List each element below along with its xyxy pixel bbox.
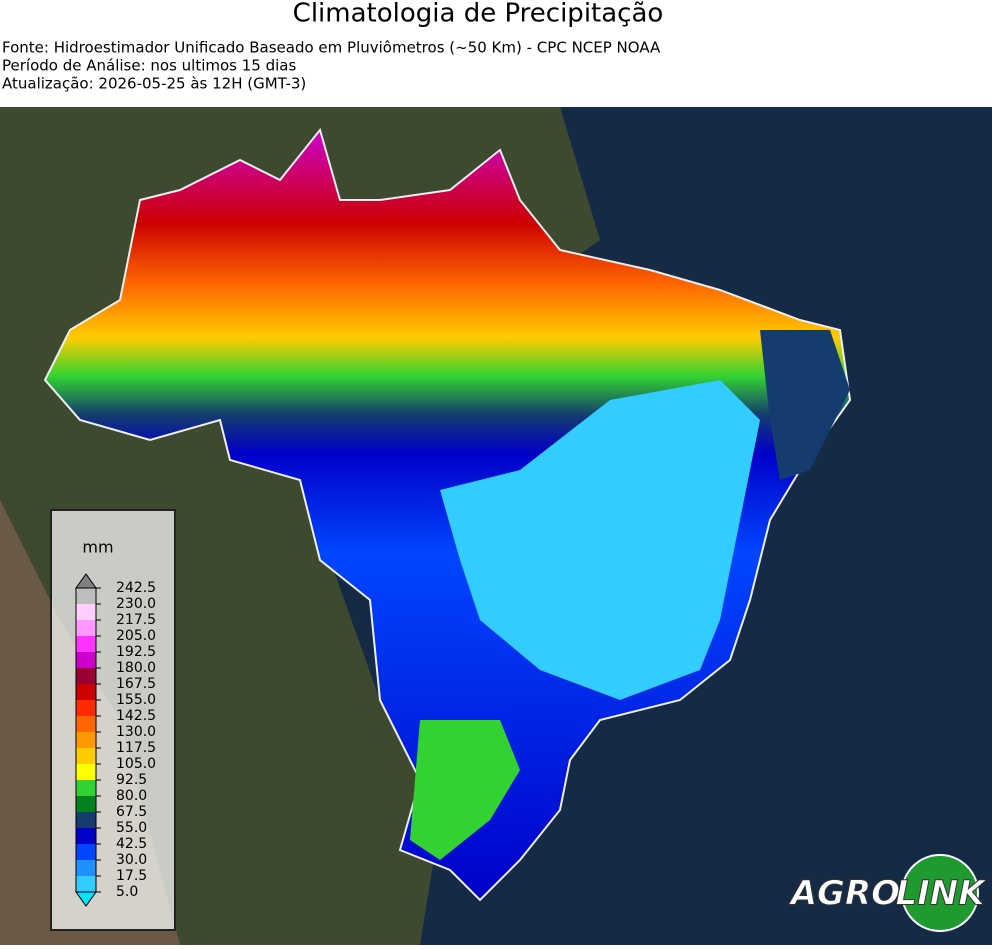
tick-label: 180.0	[116, 660, 156, 676]
tick-label: 167.5	[116, 676, 156, 692]
tick-label: 117.5	[116, 740, 156, 756]
colorbar-segment	[76, 588, 96, 604]
subtitle: Período de Análise: nos ultimos 15 dias	[2, 57, 296, 75]
legend-box	[50, 509, 176, 931]
tick-label: 142.5	[116, 708, 156, 724]
title: Climatologia de Precipitação	[293, 0, 664, 29]
logo-circle	[901, 854, 979, 932]
tick-label: 55.0	[116, 820, 147, 836]
colorbar-segment	[76, 636, 96, 652]
colorbar-segment	[76, 604, 96, 620]
header: Climatologia de Precipitação Fonte: Hidr…	[2, 0, 663, 93]
tick-label: 242.5	[116, 580, 156, 596]
colorbar-segment	[76, 716, 96, 732]
south-green	[410, 720, 520, 860]
colorbar-segment	[76, 876, 96, 892]
tick-label: 30.0	[116, 852, 147, 868]
tick-label: 205.0	[116, 628, 156, 644]
colorbar-segment	[76, 652, 96, 668]
legend-unit: mm	[82, 538, 113, 557]
colorbar-panel: mm	[50, 509, 176, 931]
colorbar-segment	[76, 796, 96, 812]
ne-coast	[760, 330, 850, 480]
subtitle: Atualização: 2026-05-25 às 12H (GMT-3)	[2, 75, 306, 93]
tick-label: 130.0	[116, 724, 156, 740]
colorbar-segment	[76, 764, 96, 780]
colorbar-segment	[76, 748, 96, 764]
colorbar-segment	[76, 668, 96, 684]
tick-label: 5.0	[116, 884, 138, 900]
logo-text: LINK	[895, 874, 987, 914]
tick-label: 192.5	[116, 644, 156, 660]
logo: AGRO LINK	[787, 854, 988, 932]
colorbar-segment	[76, 700, 96, 716]
tick-label: 105.0	[116, 756, 156, 772]
colorbar-frame	[75, 587, 97, 893]
colorbar-segment	[76, 828, 96, 844]
tick-label: 42.5	[116, 836, 147, 852]
tick-label: 230.0	[116, 596, 156, 612]
tick-label: 92.5	[116, 772, 147, 788]
colorbar-segment	[76, 860, 96, 876]
subtitle: Fonte: Hidroestimador Unificado Baseado …	[2, 39, 661, 57]
colorbar-segment	[76, 844, 96, 860]
colorbar-segment	[76, 812, 96, 828]
colorbar-segment	[76, 684, 96, 700]
colorbar-segment	[76, 620, 96, 636]
colorbar-segment	[76, 780, 96, 796]
dry-area	[440, 380, 760, 700]
tick-label: 80.0	[116, 788, 147, 804]
logo-text: AGRO	[788, 874, 900, 914]
tick-label: 217.5	[116, 612, 156, 628]
tick-label: 17.5	[116, 868, 147, 884]
tick-label: 67.5	[116, 804, 147, 820]
tick-label: 155.0	[116, 692, 156, 708]
colorbar-segment	[76, 732, 96, 748]
